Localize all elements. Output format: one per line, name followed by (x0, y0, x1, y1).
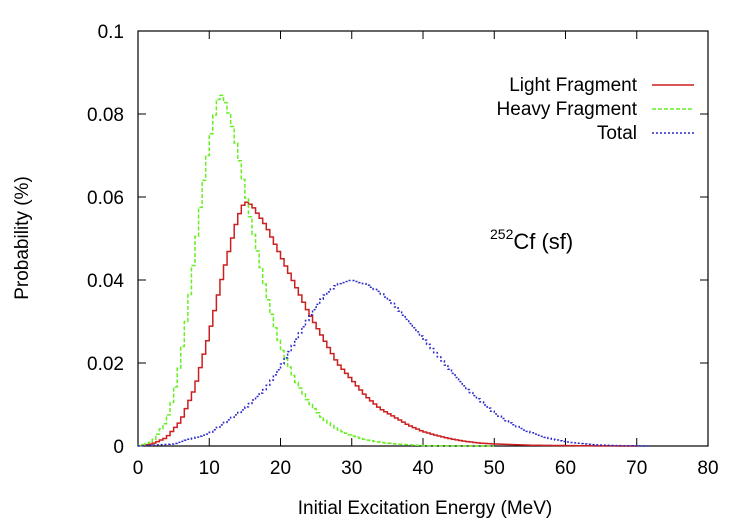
series-line-heavy-fragment (137, 94, 495, 447)
legend-label: Total (597, 123, 637, 144)
x-tick-label: 80 (697, 458, 718, 479)
y-axis-label: Probability (%) (12, 176, 33, 300)
series-layer (137, 94, 651, 447)
y-tick-label: 0.1 (98, 22, 124, 43)
x-tick-label: 0 (133, 458, 144, 479)
x-tick-label: 70 (626, 458, 647, 479)
series-line-light-fragment (137, 201, 637, 447)
x-tick-label: 20 (270, 458, 291, 479)
cf-mass-number: 252 (490, 226, 514, 242)
axis-ticks: 0 10 20 30 40 50 60 70 80 0 0.02 0.04 0.06 0.08 0.1 (87, 22, 719, 479)
x-tick-label: 40 (412, 458, 433, 479)
x-tick-label: 10 (199, 458, 220, 479)
y-tick-label: 0.02 (87, 354, 124, 375)
x-tick-label: 30 (341, 458, 362, 479)
x-tick-label: 60 (555, 458, 576, 479)
y-tick-label: 0.04 (87, 271, 124, 292)
legend-label: Light Fragment (509, 75, 638, 96)
series-line-total (137, 279, 651, 447)
y-tick-label: 0.08 (87, 105, 124, 126)
cf-annotation: 252Cf (sf) (490, 226, 573, 254)
cf-annotation-text: Cf (sf) (513, 229, 573, 254)
x-axis-label: Initial Excitation Energy (MeV) (298, 498, 553, 519)
x-tick-label: 50 (484, 458, 505, 479)
y-tick-label: 0.06 (87, 188, 124, 209)
legend: Light Fragment Heavy Fragment Total (497, 75, 694, 144)
y-tick-label: 0 (113, 437, 124, 458)
legend-label: Heavy Fragment (497, 99, 638, 120)
